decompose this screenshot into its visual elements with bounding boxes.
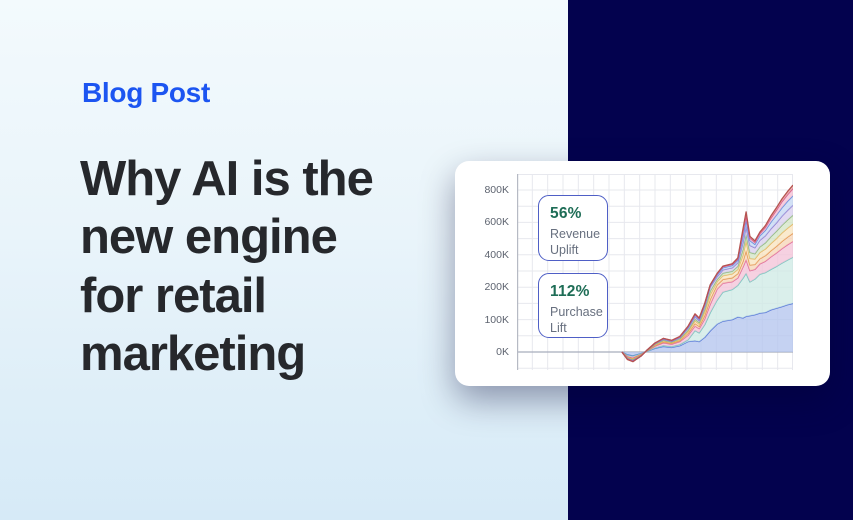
area-blue (621, 303, 793, 356)
y-axis-label: 0K (496, 346, 509, 358)
y-axis-label: 600K (484, 216, 509, 229)
revenue-uplift-value: 56% (550, 205, 582, 222)
y-axis-label: 200K (484, 281, 509, 294)
blog-post-eyebrow: Blog Post (82, 77, 210, 108)
title-line-2: new engine (80, 210, 338, 265)
purchase-lift-badge: 112% Purchase Lift (538, 273, 608, 338)
purchase-lift-value: 112% (550, 283, 590, 300)
page-title: Why AI is the new engine for retail mark… (80, 150, 470, 383)
purchase-lift-label-1: Purchase (550, 305, 603, 319)
chart-card: 800K 600K 400K 200K 100K 0K 56% Revenue Uplif… (455, 161, 830, 386)
revenue-uplift-label-1: Revenue (550, 227, 601, 241)
revenue-uplift-label-2: Uplift (550, 243, 579, 257)
purchase-lift-label-2: Lift (550, 321, 567, 335)
y-axis-label: 800K (484, 184, 509, 196)
y-axis-label: 400K (484, 248, 509, 261)
title-line-1: Why AI is the (80, 152, 374, 206)
line-red (621, 184, 794, 363)
revenue-uplift-badge: 56% Revenue Uplift (538, 195, 608, 261)
title-line-4: marketing (80, 326, 306, 381)
y-axis-label: 100K (484, 313, 509, 326)
title-line-3: for retail (80, 268, 267, 323)
